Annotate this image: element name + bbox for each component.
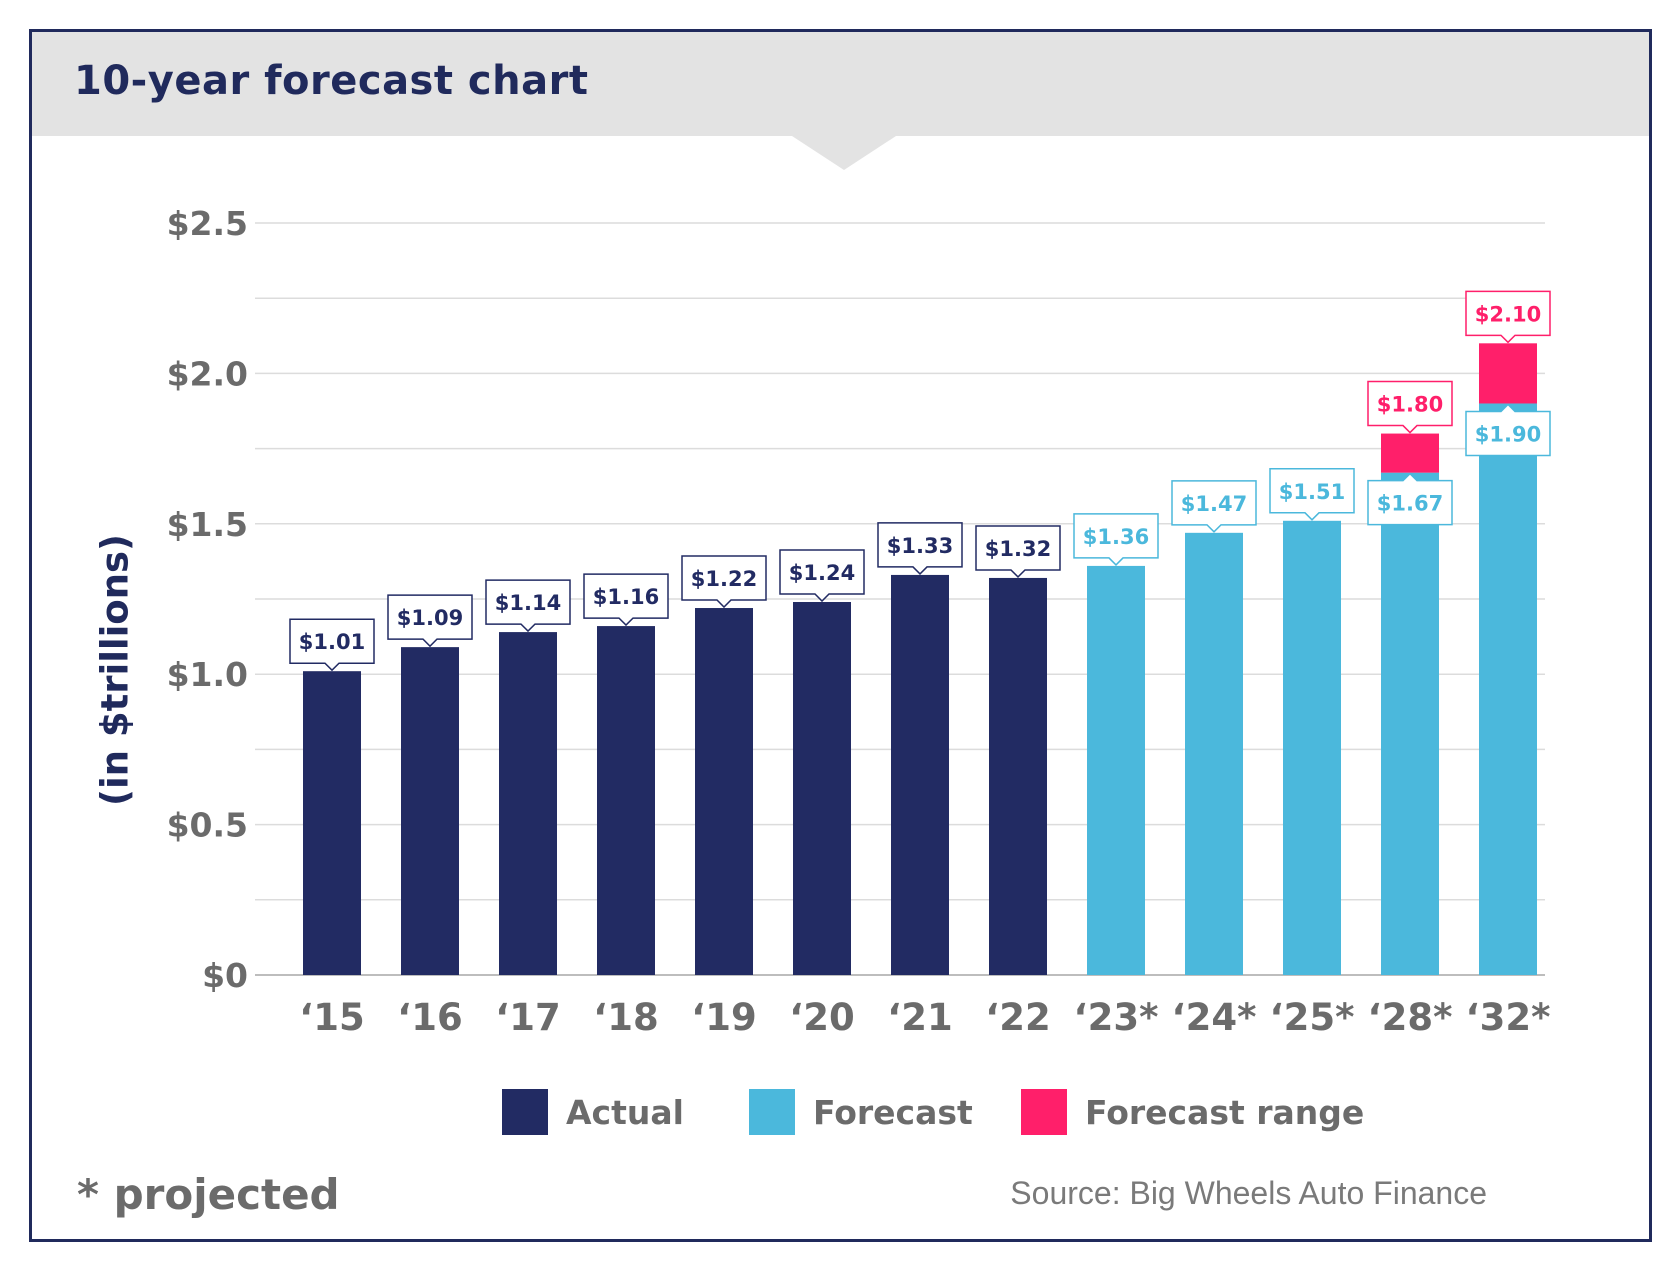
x-tick-label: ‘19	[691, 996, 757, 1039]
chart-header: 10-year forecast chart	[32, 32, 1649, 136]
data-label-actual: $1.01	[299, 630, 365, 654]
bar-forecast-range	[1479, 343, 1537, 404]
x-tick-label: ‘25*	[1270, 996, 1355, 1039]
y-tick-label: $0.5	[167, 806, 248, 845]
data-label-actual: $1.32	[985, 537, 1051, 561]
data-label-actual-box	[681, 555, 767, 609]
bar-actual	[891, 574, 949, 975]
data-label-forecast-range: $1.80	[1377, 393, 1443, 417]
data-label-actual-box	[975, 525, 1061, 579]
legend-label-forecast-range: Forecast range	[1085, 1092, 1365, 1132]
data-label-actual: $1.24	[789, 561, 855, 585]
x-tick-label: ‘18	[593, 996, 659, 1039]
y-tick-label: $2.5	[167, 204, 248, 243]
data-label-forecast-box	[1367, 472, 1453, 526]
data-label-actual-box	[779, 549, 865, 603]
data-label-forecast: $1.90	[1475, 422, 1541, 446]
y-tick-label: $1.0	[167, 655, 248, 694]
bar-actual	[499, 632, 557, 975]
data-label-forecast-box	[1269, 468, 1355, 521]
bar-actual	[401, 647, 459, 975]
data-label-actual: $1.09	[397, 606, 463, 630]
bar-actual	[597, 626, 655, 975]
data-label-actual: $1.16	[593, 585, 659, 609]
data-label-actual-box	[485, 579, 571, 633]
x-tick-label: ‘32*	[1466, 996, 1551, 1039]
data-label-actual-box	[877, 522, 963, 575]
bar-actual	[989, 577, 1047, 975]
data-label-forecast: $1.36	[1083, 525, 1149, 549]
data-label-actual-box	[289, 618, 375, 672]
legend-label-forecast: Forecast	[813, 1092, 973, 1132]
x-tick-label: ‘16	[397, 996, 463, 1039]
x-tick-label: ‘23*	[1074, 996, 1159, 1039]
data-label-forecast-range-box	[1465, 290, 1551, 344]
data-label-forecast-box	[1171, 480, 1257, 533]
x-tick-label: ‘20	[789, 996, 855, 1039]
x-tick-label: ‘28*	[1368, 996, 1453, 1039]
data-label-actual: $1.33	[887, 534, 953, 558]
source-note: Source: Big Wheels Auto Finance	[1010, 1175, 1487, 1211]
data-label-actual-box	[387, 594, 473, 648]
bar-forecast	[1381, 472, 1439, 975]
bar-forecast	[1283, 520, 1341, 975]
footnote: * projected	[77, 1170, 340, 1219]
legend-item-forecast: Forecast	[749, 1089, 973, 1135]
bar-actual	[303, 671, 361, 975]
legend-item-actual: Actual	[502, 1089, 684, 1135]
legend-swatch-actual	[502, 1089, 548, 1135]
bar-forecast-range	[1381, 433, 1439, 473]
data-label-forecast-box	[1465, 403, 1551, 457]
legend-item-forecast-range: Forecast range	[1021, 1089, 1364, 1135]
data-label-forecast-box	[1073, 513, 1159, 566]
data-label-forecast: $1.67	[1377, 492, 1443, 516]
y-tick-label: $1.5	[167, 505, 248, 544]
y-tick-label: $2.0	[167, 354, 248, 393]
bar-forecast	[1479, 403, 1537, 976]
legend-swatch-forecast-range	[1021, 1089, 1067, 1135]
x-tick-label: ‘24*	[1172, 996, 1257, 1039]
x-tick-label: ‘22	[985, 996, 1051, 1039]
bar-forecast	[1185, 532, 1243, 975]
data-label-forecast-range-box	[1367, 380, 1453, 434]
legend-swatch-forecast	[749, 1089, 795, 1135]
data-label-actual: $1.22	[691, 567, 757, 591]
data-label-actual-box	[583, 573, 669, 627]
data-label-forecast: $1.47	[1181, 492, 1247, 516]
data-label-actual: $1.14	[495, 591, 561, 615]
bar-forecast	[1087, 565, 1145, 975]
bar-actual	[793, 602, 851, 975]
x-tick-label: ‘15	[299, 996, 365, 1039]
x-tick-label: ‘21	[887, 996, 953, 1039]
chart-title: 10-year forecast chart	[74, 58, 589, 104]
bar-actual	[695, 608, 753, 975]
data-label-forecast: $1.51	[1279, 480, 1345, 504]
legend-label-actual: Actual	[566, 1092, 684, 1132]
y-tick-label: $0	[202, 956, 248, 995]
x-tick-label: ‘17	[495, 996, 561, 1039]
data-label-forecast-range: $2.10	[1475, 302, 1541, 326]
y-axis-label: (in $trillions)	[93, 534, 137, 806]
header-pointer	[792, 136, 896, 170]
